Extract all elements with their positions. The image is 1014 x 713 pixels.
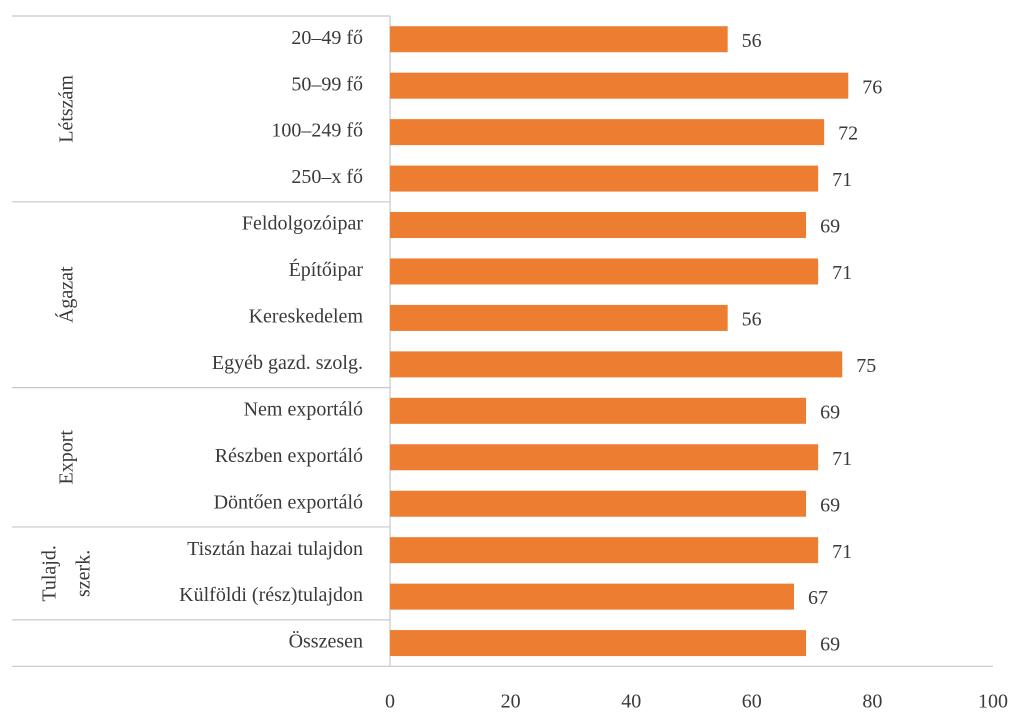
bar xyxy=(390,165,819,192)
bar xyxy=(390,26,728,53)
value-label: 69 xyxy=(820,494,840,516)
y-tick-label: Döntően exportáló xyxy=(214,491,363,513)
bar xyxy=(390,351,843,378)
value-label: 56 xyxy=(742,30,762,52)
value-label: 71 xyxy=(832,169,852,191)
bar xyxy=(390,444,819,471)
bar xyxy=(390,72,849,99)
bar xyxy=(390,304,728,331)
group-label: Tulajd. xyxy=(39,545,61,602)
y-tick-label: Feldolgozóipar xyxy=(242,213,363,235)
value-label: 69 xyxy=(820,401,840,423)
y-tick-label: Egyéb gazd. szolg. xyxy=(212,352,363,374)
group-label: Ágazat xyxy=(55,266,78,323)
value-label: 72 xyxy=(838,123,858,145)
value-label: 76 xyxy=(862,76,882,98)
y-tick-label: Részben exportáló xyxy=(215,445,363,467)
bar xyxy=(390,397,807,424)
y-tick-label: 250–x fő xyxy=(291,166,363,188)
x-tick-label: 60 xyxy=(742,691,762,713)
x-tick-label: 80 xyxy=(862,691,882,713)
bar xyxy=(390,490,807,517)
y-tick-label: 100–249 fő xyxy=(271,120,363,142)
value-label: 71 xyxy=(832,448,852,470)
y-tick-label: Összesen xyxy=(289,630,363,653)
y-tick-label: Tisztán hazai tulajdon xyxy=(187,538,363,560)
value-label: 75 xyxy=(856,355,876,377)
x-tick-label: 0 xyxy=(385,691,395,713)
x-tick-label: 20 xyxy=(501,691,521,713)
group-label: Export xyxy=(56,430,78,485)
value-label: 69 xyxy=(820,634,840,656)
bar xyxy=(390,258,819,285)
bar xyxy=(390,119,825,146)
y-tick-label: 20–49 fő xyxy=(291,27,363,49)
bar xyxy=(390,212,807,239)
y-tick-label: Nem exportáló xyxy=(244,398,363,420)
value-label: 56 xyxy=(742,309,762,331)
value-label: 71 xyxy=(832,262,852,284)
group-label: Létszám xyxy=(56,75,78,143)
value-label: 71 xyxy=(832,541,852,563)
value-label: 69 xyxy=(820,216,840,238)
bar xyxy=(390,630,807,657)
y-tick-label: Külföldi (rész)tulajdon xyxy=(179,584,363,606)
group-label: szerk. xyxy=(73,550,95,597)
x-tick-label: 100 xyxy=(978,691,1008,713)
y-tick-label: Építőipar xyxy=(289,258,364,281)
y-tick-label: Kereskedelem xyxy=(249,306,364,328)
bar xyxy=(390,537,819,564)
y-tick-label: 50–99 fő xyxy=(291,73,363,95)
x-tick-label: 40 xyxy=(621,691,641,713)
bar xyxy=(390,583,795,610)
value-label: 67 xyxy=(808,587,828,609)
